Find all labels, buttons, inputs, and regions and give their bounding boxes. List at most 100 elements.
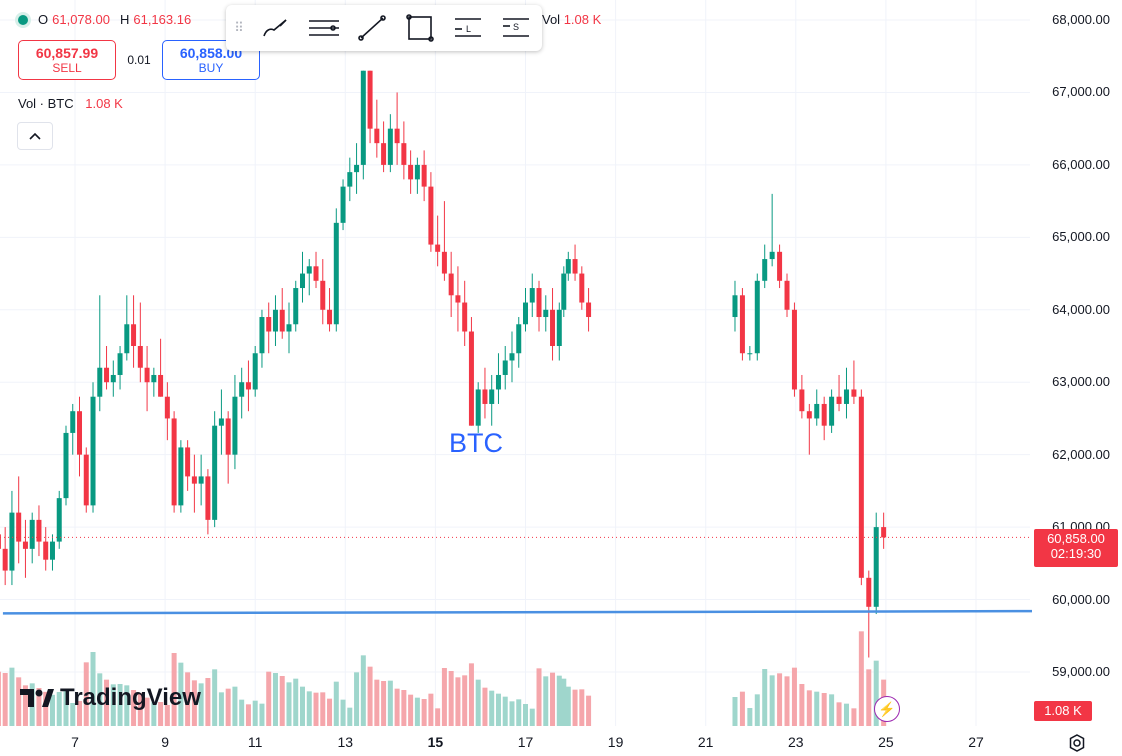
candle-body — [509, 353, 515, 361]
volume-bar — [178, 662, 184, 726]
time-axis-label: 7 — [71, 734, 79, 750]
candle-body — [232, 396, 238, 455]
long-position-icon: L — [455, 18, 481, 37]
trade-panel: 60,857.99 SELL 0.01 60,858.00 BUY — [18, 40, 260, 80]
volume-bar — [858, 631, 864, 726]
candle-body — [245, 382, 251, 390]
candle-body — [881, 527, 887, 538]
volume-bar — [137, 693, 143, 726]
last-price-tag: 60,858.00 02:19:30 — [1034, 529, 1118, 567]
candle-body — [90, 396, 96, 506]
short-position-tool-button[interactable]: S — [492, 5, 540, 51]
candle-body — [401, 143, 407, 165]
candle-body — [185, 447, 191, 477]
candle-body — [829, 396, 835, 426]
volume-bar — [252, 700, 258, 726]
candle-body — [110, 374, 116, 383]
time-axis-label: 15 — [427, 734, 444, 750]
candle-body — [381, 143, 387, 165]
volume-bar — [333, 681, 339, 726]
tradingview-logo[interactable]: TradingView — [20, 684, 201, 712]
candle-body — [306, 266, 312, 274]
brush-icon — [263, 19, 287, 37]
volume-bar — [550, 672, 556, 726]
volume-bar — [387, 680, 393, 726]
candle-body — [435, 244, 441, 252]
candle-body — [212, 425, 218, 520]
volume-bar — [360, 655, 366, 726]
candle-body — [475, 389, 481, 426]
tradingview-logo-icon — [20, 689, 54, 707]
last-price-value: 60,858.00 — [1047, 531, 1105, 546]
volume-bar — [0, 671, 1, 726]
volume-bar — [22, 685, 28, 726]
rectangle-tool-button[interactable] — [396, 5, 444, 51]
volume-bar — [489, 690, 495, 726]
volume-bar — [866, 669, 872, 726]
candle-body — [873, 527, 879, 607]
candle-body — [36, 519, 42, 542]
candle-body — [333, 222, 339, 325]
grid-lines — [0, 0, 1030, 726]
volume-bar — [843, 703, 849, 726]
price-axis-label: 67,000.00 — [1052, 84, 1110, 100]
high-label: H — [119, 12, 130, 27]
price-axis-label: 63,000.00 — [1052, 374, 1110, 390]
candle-body — [144, 367, 150, 383]
volume-bar — [556, 675, 562, 726]
candle-body — [556, 309, 562, 346]
volume-bar — [239, 699, 245, 726]
flash-icon[interactable]: ⚡ — [874, 696, 900, 722]
spread-value: 0.01 — [127, 53, 151, 67]
settings-icon[interactable] — [1068, 734, 1086, 752]
candle-body — [77, 411, 83, 455]
candle-body — [239, 382, 245, 397]
symbol-watermark: BTC — [449, 428, 503, 458]
volume-bar — [306, 691, 312, 726]
candle-body — [791, 309, 797, 390]
time-axis-label: 27 — [968, 734, 984, 750]
volume-legend-label: Vol · BTC — [18, 96, 74, 111]
candle-body — [543, 309, 549, 318]
drag-handle-icon[interactable]: ⠿ — [234, 20, 244, 35]
volume-bar — [367, 666, 373, 726]
candle-body — [171, 418, 177, 506]
drawing-toolbar: ⠿ L S — [226, 5, 542, 51]
candle-body — [529, 288, 535, 303]
candle-body — [565, 259, 571, 274]
candle-body — [259, 317, 265, 354]
collapse-legend-button[interactable] — [17, 122, 53, 150]
bar-countdown: 02:19:30 — [1050, 546, 1102, 561]
volume-bar — [56, 692, 62, 726]
time-axis-label: 13 — [337, 734, 354, 750]
price-axis-label: 60,000.00 — [1052, 591, 1110, 607]
candle-body — [164, 396, 170, 419]
price-axis-label: 59,000.00 — [1052, 664, 1110, 679]
candle-body — [340, 186, 346, 223]
long-position-tool-button[interactable]: L — [444, 5, 492, 51]
volume-bar — [158, 702, 164, 726]
sell-button[interactable]: 60,857.99 SELL — [18, 40, 116, 80]
candle-body — [9, 512, 15, 571]
volume-bar — [462, 675, 468, 726]
candle-body — [63, 432, 69, 499]
candle-body — [252, 353, 258, 390]
price-axis-label: 66,000.00 — [1052, 156, 1110, 172]
volume-bar — [164, 705, 170, 726]
volume-bar — [799, 684, 805, 726]
brush-tool-button[interactable] — [252, 5, 300, 51]
volume-bar — [9, 667, 15, 726]
horizontal-lines-tool-button[interactable] — [300, 5, 348, 51]
volume-bar — [124, 685, 130, 726]
candle-body — [821, 403, 827, 426]
chevron-up-icon — [29, 132, 41, 140]
candle-body — [428, 186, 434, 245]
volume-bar — [320, 692, 326, 726]
volume-bar — [829, 694, 835, 726]
trend-line-tool-button[interactable] — [348, 5, 396, 51]
volume-bar — [502, 696, 508, 726]
candle-body — [327, 309, 333, 325]
horizontal-lines-icon — [309, 20, 339, 36]
volume-bar — [784, 676, 790, 726]
